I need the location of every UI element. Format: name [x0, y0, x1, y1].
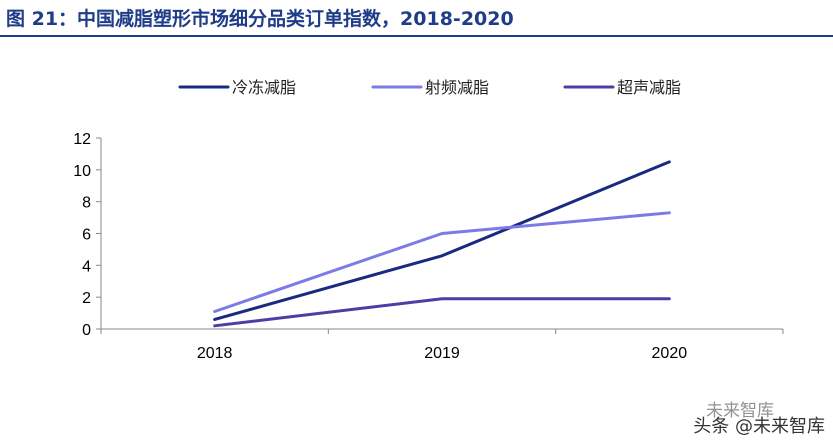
y-tick-label: 12 — [73, 131, 91, 148]
y-tick-label: 4 — [82, 258, 91, 275]
footer-attribution: 头条 @未来智库 — [693, 416, 825, 437]
y-tick-label: 8 — [82, 195, 91, 212]
y-tick-label: 6 — [82, 227, 91, 244]
legend-label-3: 超声减脂 — [617, 78, 681, 97]
y-tick-label: 0 — [82, 322, 91, 339]
legend-label-1: 冷冻减脂 — [232, 78, 296, 97]
y-tick-label: 2 — [82, 290, 91, 307]
series-line-1 — [213, 160, 671, 321]
watermark-text: 未来智库 — [706, 401, 774, 421]
series-line-2 — [213, 211, 671, 313]
title-divider — [0, 35, 833, 37]
series-line-3 — [213, 297, 671, 328]
x-tick-label: 2019 — [424, 345, 460, 362]
legend-label-2: 射频减脂 — [425, 78, 489, 97]
figure-title: 图 21：中国减脂塑形市场细分品类订单指数，2018-2020 — [6, 8, 514, 30]
x-tick-label: 2020 — [652, 345, 688, 362]
y-tick-label: 10 — [73, 163, 91, 180]
x-tick-label: 2018 — [197, 345, 233, 362]
